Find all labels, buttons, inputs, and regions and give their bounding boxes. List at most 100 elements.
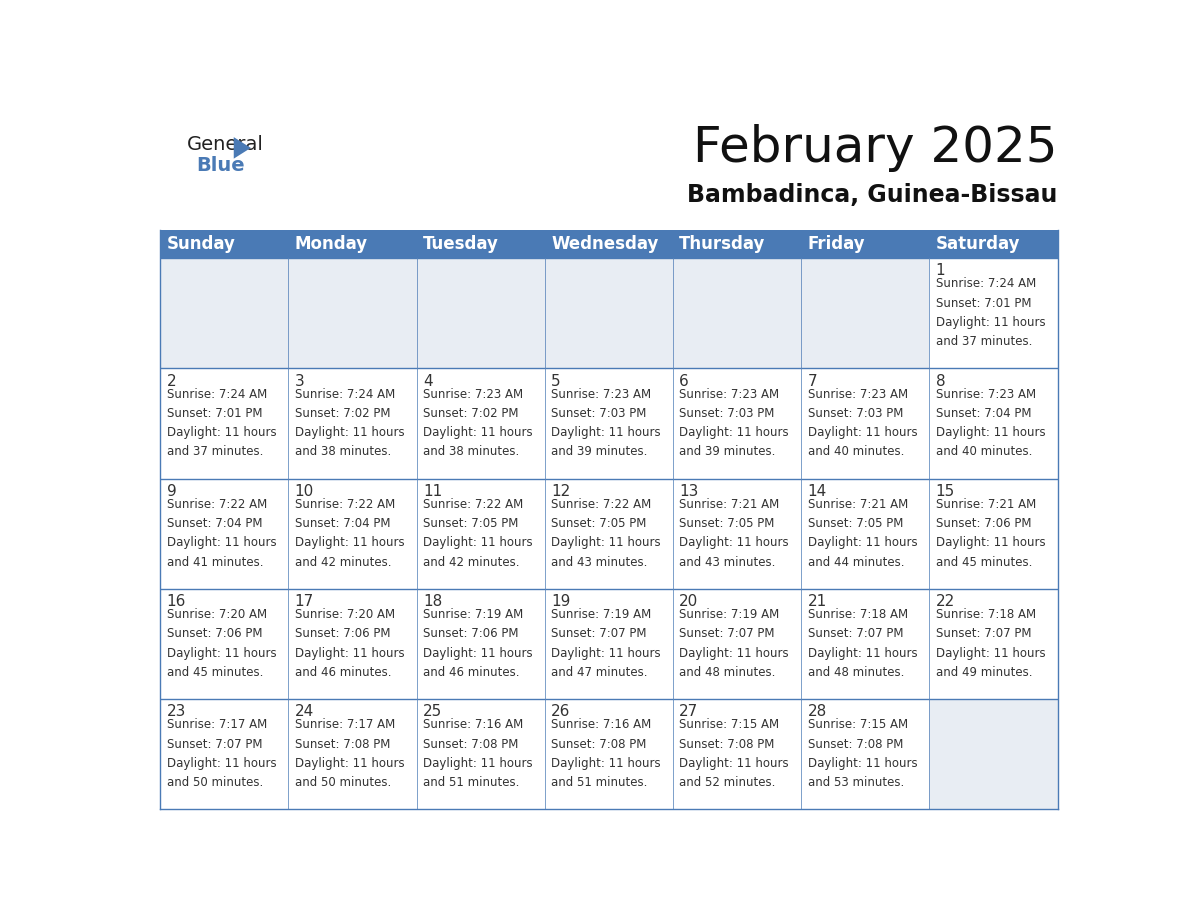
Text: and 48 minutes.: and 48 minutes.	[680, 666, 776, 679]
Text: Sunset: 7:06 PM: Sunset: 7:06 PM	[423, 627, 518, 641]
Text: General: General	[188, 135, 264, 154]
Text: Sunset: 7:08 PM: Sunset: 7:08 PM	[423, 737, 518, 751]
Bar	[545, 699, 672, 810]
Bar	[160, 588, 289, 699]
Text: 19: 19	[551, 594, 570, 610]
Text: Sunrise: 7:16 AM: Sunrise: 7:16 AM	[551, 718, 651, 732]
Bar	[160, 368, 289, 478]
Text: Sunset: 7:04 PM: Sunset: 7:04 PM	[936, 407, 1031, 420]
Bar	[160, 478, 289, 588]
Bar	[417, 230, 545, 258]
Bar	[929, 258, 1057, 368]
Bar	[929, 699, 1057, 810]
Bar	[801, 478, 929, 588]
Text: and 45 minutes.: and 45 minutes.	[166, 666, 263, 679]
Text: Sunset: 7:07 PM: Sunset: 7:07 PM	[166, 737, 263, 751]
Bar	[417, 478, 545, 588]
Text: Sunset: 7:06 PM: Sunset: 7:06 PM	[166, 627, 263, 641]
Text: Sunrise: 7:22 AM: Sunrise: 7:22 AM	[423, 498, 523, 510]
Text: 15: 15	[936, 484, 955, 498]
Bar	[417, 368, 545, 478]
Text: Sunrise: 7:19 AM: Sunrise: 7:19 AM	[551, 608, 651, 621]
Text: and 39 minutes.: and 39 minutes.	[551, 445, 647, 458]
Text: and 43 minutes.: and 43 minutes.	[551, 555, 647, 568]
Bar	[672, 368, 801, 478]
Text: and 46 minutes.: and 46 minutes.	[423, 666, 519, 679]
Text: Tuesday: Tuesday	[423, 235, 499, 252]
Text: Sunset: 7:03 PM: Sunset: 7:03 PM	[808, 407, 903, 420]
Text: Sunrise: 7:16 AM: Sunrise: 7:16 AM	[423, 718, 523, 732]
Text: Monday: Monday	[295, 235, 368, 252]
Text: Daylight: 11 hours: Daylight: 11 hours	[936, 316, 1045, 329]
Text: Sunrise: 7:22 AM: Sunrise: 7:22 AM	[551, 498, 651, 510]
Text: Daylight: 11 hours: Daylight: 11 hours	[680, 426, 789, 439]
Text: Daylight: 11 hours: Daylight: 11 hours	[936, 536, 1045, 549]
Text: and 43 minutes.: and 43 minutes.	[680, 555, 776, 568]
Text: and 48 minutes.: and 48 minutes.	[808, 666, 904, 679]
Text: and 42 minutes.: and 42 minutes.	[423, 555, 519, 568]
Text: Blue: Blue	[196, 156, 245, 175]
Text: 17: 17	[295, 594, 314, 610]
Bar	[672, 478, 801, 588]
Text: and 46 minutes.: and 46 minutes.	[295, 666, 391, 679]
Bar	[160, 230, 289, 258]
Text: and 38 minutes.: and 38 minutes.	[423, 445, 519, 458]
Text: Daylight: 11 hours: Daylight: 11 hours	[166, 646, 276, 660]
Bar	[289, 478, 417, 588]
Bar	[801, 588, 929, 699]
Text: Sunrise: 7:22 AM: Sunrise: 7:22 AM	[166, 498, 267, 510]
Text: Sunset: 7:05 PM: Sunset: 7:05 PM	[423, 517, 518, 530]
Text: Sunday: Sunday	[166, 235, 235, 252]
Text: Sunset: 7:06 PM: Sunset: 7:06 PM	[936, 517, 1031, 530]
Text: 27: 27	[680, 704, 699, 720]
Text: Daylight: 11 hours: Daylight: 11 hours	[295, 646, 404, 660]
Bar	[545, 588, 672, 699]
Bar	[672, 588, 801, 699]
Text: 22: 22	[936, 594, 955, 610]
Text: Sunrise: 7:17 AM: Sunrise: 7:17 AM	[166, 718, 267, 732]
Text: Bambadinca, Guinea-Bissau: Bambadinca, Guinea-Bissau	[687, 184, 1057, 207]
Text: Sunrise: 7:21 AM: Sunrise: 7:21 AM	[936, 498, 1036, 510]
Text: Daylight: 11 hours: Daylight: 11 hours	[808, 426, 917, 439]
Text: Daylight: 11 hours: Daylight: 11 hours	[166, 536, 276, 549]
Text: Sunset: 7:07 PM: Sunset: 7:07 PM	[808, 627, 903, 641]
Text: Daylight: 11 hours: Daylight: 11 hours	[295, 536, 404, 549]
Text: Sunrise: 7:19 AM: Sunrise: 7:19 AM	[423, 608, 523, 621]
Text: Sunrise: 7:18 AM: Sunrise: 7:18 AM	[936, 608, 1036, 621]
Text: Sunset: 7:07 PM: Sunset: 7:07 PM	[936, 627, 1031, 641]
Bar	[672, 230, 801, 258]
Text: Daylight: 11 hours: Daylight: 11 hours	[808, 757, 917, 770]
Text: Daylight: 11 hours: Daylight: 11 hours	[936, 646, 1045, 660]
Text: and 40 minutes.: and 40 minutes.	[936, 445, 1032, 458]
Text: Wednesday: Wednesday	[551, 235, 658, 252]
Text: Sunset: 7:08 PM: Sunset: 7:08 PM	[295, 737, 390, 751]
Bar	[801, 258, 929, 368]
Text: Sunset: 7:05 PM: Sunset: 7:05 PM	[680, 517, 775, 530]
Text: Daylight: 11 hours: Daylight: 11 hours	[166, 426, 276, 439]
Text: Sunrise: 7:15 AM: Sunrise: 7:15 AM	[680, 718, 779, 732]
Text: Sunset: 7:06 PM: Sunset: 7:06 PM	[295, 627, 390, 641]
Text: Sunset: 7:07 PM: Sunset: 7:07 PM	[551, 627, 646, 641]
Text: Sunrise: 7:23 AM: Sunrise: 7:23 AM	[680, 387, 779, 400]
Text: Sunrise: 7:23 AM: Sunrise: 7:23 AM	[808, 387, 908, 400]
Bar	[545, 478, 672, 588]
Text: Sunset: 7:08 PM: Sunset: 7:08 PM	[808, 737, 903, 751]
Text: Sunrise: 7:18 AM: Sunrise: 7:18 AM	[808, 608, 908, 621]
Text: 18: 18	[423, 594, 442, 610]
Text: Sunrise: 7:19 AM: Sunrise: 7:19 AM	[680, 608, 779, 621]
Text: 28: 28	[808, 704, 827, 720]
Text: 1: 1	[936, 263, 946, 278]
Text: 24: 24	[295, 704, 314, 720]
Text: and 37 minutes.: and 37 minutes.	[166, 445, 263, 458]
Text: 16: 16	[166, 594, 185, 610]
Text: and 50 minutes.: and 50 minutes.	[166, 777, 263, 789]
Bar	[417, 699, 545, 810]
Text: and 49 minutes.: and 49 minutes.	[936, 666, 1032, 679]
Text: Sunset: 7:03 PM: Sunset: 7:03 PM	[680, 407, 775, 420]
Text: Daylight: 11 hours: Daylight: 11 hours	[808, 646, 917, 660]
Text: Sunset: 7:07 PM: Sunset: 7:07 PM	[680, 627, 775, 641]
Text: Daylight: 11 hours: Daylight: 11 hours	[936, 426, 1045, 439]
Text: 6: 6	[680, 374, 689, 388]
Text: Daylight: 11 hours: Daylight: 11 hours	[680, 757, 789, 770]
Bar	[160, 258, 289, 368]
